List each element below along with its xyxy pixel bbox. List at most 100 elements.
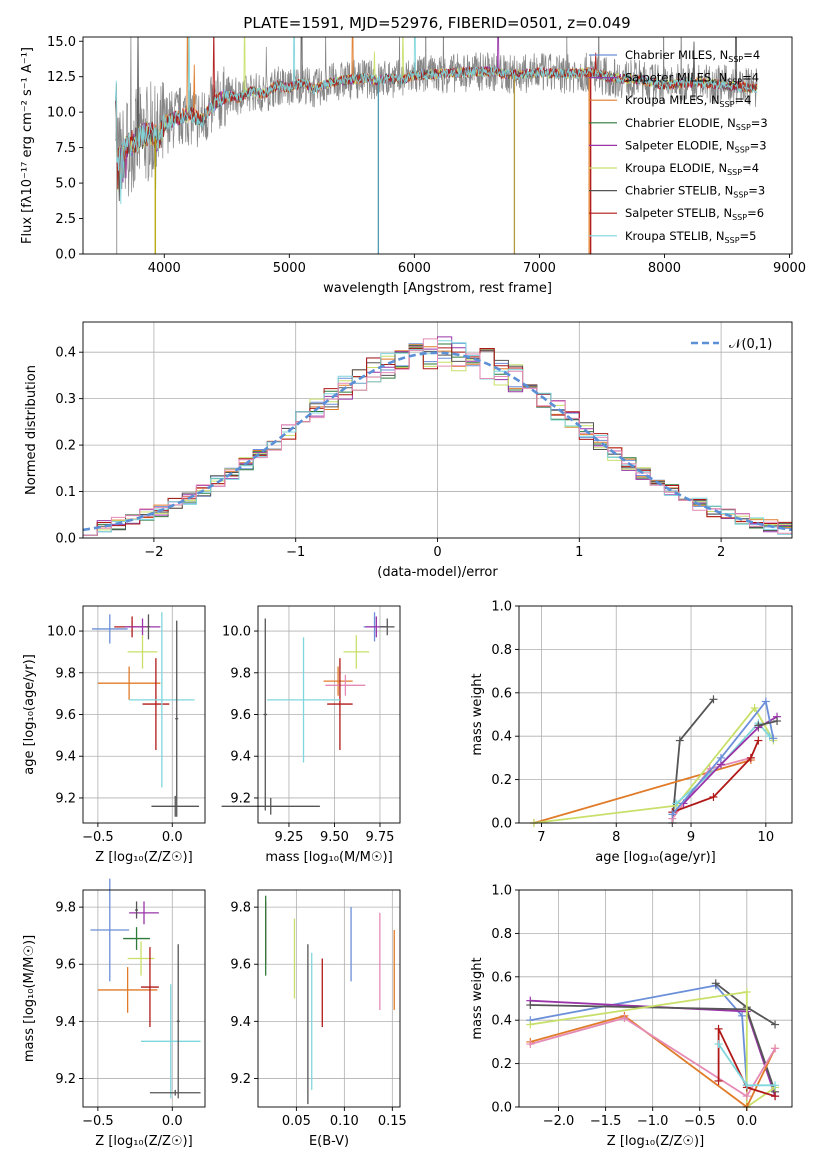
weight-series-line — [530, 1014, 776, 1109]
y-tick-label: 7.5 — [55, 141, 76, 156]
legend-label: Chabrier MILES, NSSP=4 — [625, 48, 760, 64]
x-tick-label: 1 — [575, 545, 583, 560]
plus-marker — [742, 1081, 751, 1090]
plus-marker — [668, 810, 677, 819]
x-tick-label: −0.5 — [684, 1114, 716, 1129]
spectrum-marks — [115, 37, 758, 254]
x-tick-label: 9.25 — [274, 830, 303, 845]
plus-marker — [754, 721, 763, 730]
plus-marker — [742, 987, 751, 996]
x-axis-label: mass [log₁₀(M/M☉)] — [265, 850, 392, 865]
y-tick-label: 9.8 — [55, 901, 76, 916]
legend-label-text: Chabrier MILES, N — [625, 48, 728, 62]
y-tick-label: 0.1 — [55, 485, 76, 500]
axes-frame — [518, 889, 793, 1108]
y-tick-label: 15.0 — [47, 35, 76, 50]
plus-marker — [771, 1044, 780, 1053]
x-tick-label: −1.5 — [590, 1114, 622, 1129]
x-axis-label: Z [log₁₀(Z/Z☉)] — [607, 1134, 704, 1149]
weight_vs_age-chart: 7 8 9 10 0.0 0.2 0.4 0.6 0.8 1.0 age [log₁₀(age/yr… — [470, 600, 793, 865]
plus-marker — [754, 736, 763, 745]
plus-marker — [714, 1024, 723, 1033]
weight-series-line — [530, 990, 776, 1109]
y-tick-label: 0.8 — [491, 927, 512, 942]
error-bar-point — [151, 795, 200, 817]
legend-label: Chabrier STELIB, NSSP=3 — [625, 184, 765, 200]
x-tick-label: 9 — [687, 830, 695, 845]
y-tick-label: 10.0 — [47, 625, 76, 640]
plus-marker — [746, 753, 755, 762]
y-tick-label: 9.2 — [230, 1072, 251, 1087]
x-tick-label: 4000 — [148, 261, 181, 276]
error-bar-point — [141, 984, 201, 1099]
legend-label-sub: SSP — [732, 213, 747, 222]
y-tick-label: 9.4 — [230, 1015, 251, 1030]
weight_vs_Z-chart: −2.0 −1.5 −1.0 −0.5 0.0 0.0 0.2 0.4 0.6 0.8 1.0 Z [… — [470, 884, 793, 1149]
weight-series-line — [530, 1017, 776, 1098]
error-bar-point — [176, 944, 180, 1099]
legend-label-value: =4 — [742, 71, 759, 85]
plus-marker — [716, 753, 725, 762]
y-tick-label: 1.0 — [491, 600, 512, 615]
x-tick-label: 2 — [717, 545, 725, 560]
plus-marker — [742, 1092, 751, 1101]
plus-marker — [769, 734, 778, 743]
legend-label: Kroupa ELODIE, NSSP=4 — [625, 161, 759, 177]
plus-marker — [771, 1081, 780, 1090]
plus-marker — [526, 1001, 535, 1010]
plus-marker — [771, 1020, 780, 1029]
legend-label-sub: SSP — [727, 78, 742, 87]
error-bar-point — [325, 674, 366, 696]
y-tick-label: 0.0 — [491, 1101, 512, 1116]
x-tick-label: 0.10 — [330, 1114, 359, 1129]
error-bar-point — [123, 927, 150, 950]
x-tick-label: 6000 — [398, 261, 431, 276]
error-bar-point — [343, 635, 370, 669]
error-bar-point — [267, 637, 340, 763]
residuals-marks — [82, 336, 793, 536]
y-tick-label: 0.2 — [491, 773, 512, 788]
error-bar-point — [221, 797, 320, 815]
figure-title: PLATE=1591, MJD=52976, FIBERID=0501, z=0… — [243, 14, 630, 32]
error-bar-point — [127, 635, 158, 669]
y-tick-label: 0.2 — [55, 439, 76, 454]
plus-marker — [750, 703, 759, 712]
spectrum-lines — [115, 37, 758, 254]
axes-frame — [82, 889, 206, 1108]
y-tick-label: 0.0 — [55, 532, 76, 547]
legend-label-value: =3 — [750, 138, 767, 152]
y-tick-label: 9.4 — [55, 750, 76, 765]
mass_vs_Z-marks — [90, 878, 201, 1099]
age_vs_Z-chart: −0.5 0.0 9.2 9.4 9.6 9.8 10.0 Z [log₁₀(Z/Z☉)] ag… — [22, 605, 206, 865]
error-bar-point — [142, 658, 170, 750]
residuals-chart: −2 −1 0 1 2 0.0 0.1 0.2 0.3 0.4 (data-model)/error… — [24, 321, 793, 580]
legend-label-value: =3 — [748, 184, 765, 198]
plus-marker — [714, 1040, 723, 1049]
y-tick-label: 0.4 — [491, 1014, 512, 1029]
x-axis-label: Z [log₁₀(Z/Z☉)] — [95, 1134, 192, 1149]
legend-label-sub: SSP — [735, 145, 750, 154]
x-tick-label: 0.0 — [736, 1114, 757, 1129]
y-tick-label: 0.4 — [491, 730, 512, 745]
error-bar-point — [175, 620, 179, 817]
x-tick-label: 0.0 — [162, 1114, 183, 1129]
mass_vs_EBV-chart: 0.05 0.10 0.15 9.2 9.4 9.6 9.8 E(B-V) — [230, 889, 407, 1149]
x-tick-label: 9000 — [773, 261, 806, 276]
y-tick-label: 5.0 — [55, 177, 76, 192]
x-tick-label: −1 — [286, 545, 305, 560]
spectrum-chart: 4000 5000 6000 7000 8000 9000 0.0 2.5 5.0 7.5 10.0… — [20, 35, 806, 296]
x-axis-label: E(B-V) — [309, 1134, 349, 1149]
error-bar-point — [90, 878, 130, 982]
legend-label-text: Kroupa STELIB, N — [625, 229, 725, 243]
legend-label-text: Salpeter STELIB, N — [625, 206, 732, 220]
y-tick-label: 9.2 — [55, 791, 76, 806]
y-tick-label: 9.6 — [55, 958, 76, 973]
weight-series-line — [758, 720, 778, 727]
error-bar-point — [97, 666, 161, 700]
x-axis-label: (data-model)/error — [377, 565, 498, 580]
x-tick-label: 0.05 — [282, 1114, 311, 1129]
plus-marker — [761, 697, 770, 706]
error-bar-point — [146, 614, 150, 640]
legend-label-value: =6 — [747, 206, 764, 220]
weight_vs_age-marks — [529, 695, 782, 827]
